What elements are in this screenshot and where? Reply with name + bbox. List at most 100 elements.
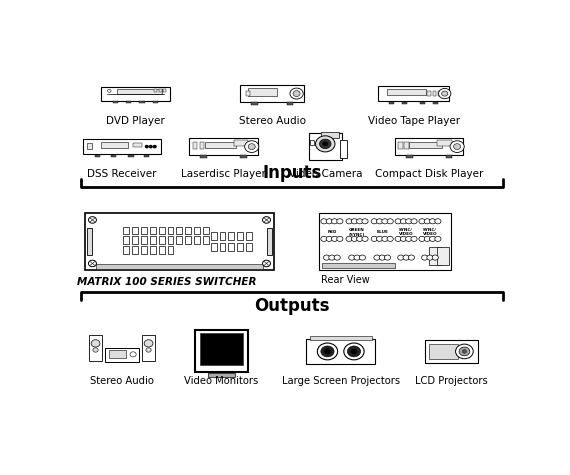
- Text: RED: RED: [327, 230, 336, 234]
- Bar: [113, 101, 118, 103]
- Bar: [150, 227, 156, 234]
- Bar: [203, 227, 209, 234]
- Circle shape: [91, 340, 100, 347]
- Bar: [96, 264, 263, 268]
- Circle shape: [153, 145, 156, 148]
- Bar: [205, 142, 235, 148]
- Bar: [101, 142, 128, 148]
- Bar: [211, 243, 217, 251]
- Circle shape: [422, 255, 428, 260]
- Circle shape: [357, 236, 363, 241]
- Bar: [87, 142, 92, 149]
- Bar: [132, 236, 138, 244]
- Circle shape: [435, 218, 441, 224]
- Bar: [409, 142, 442, 148]
- Bar: [229, 243, 234, 251]
- Circle shape: [145, 145, 148, 148]
- Bar: [267, 228, 272, 256]
- Circle shape: [371, 236, 377, 241]
- Bar: [141, 236, 147, 244]
- Bar: [404, 142, 409, 150]
- Circle shape: [263, 217, 271, 223]
- Bar: [194, 236, 200, 244]
- Bar: [158, 89, 162, 92]
- Bar: [406, 155, 413, 158]
- Text: Laserdisc Player: Laserdisc Player: [181, 169, 266, 179]
- Circle shape: [337, 236, 343, 241]
- Circle shape: [93, 348, 98, 352]
- Circle shape: [377, 218, 382, 224]
- Bar: [420, 102, 425, 104]
- Circle shape: [334, 255, 340, 260]
- Text: Rear View: Rear View: [321, 275, 369, 285]
- Bar: [208, 373, 235, 377]
- Bar: [340, 141, 347, 158]
- Bar: [437, 247, 449, 265]
- Bar: [322, 263, 395, 268]
- Circle shape: [88, 217, 96, 223]
- Text: DSS Receiver: DSS Receiver: [87, 169, 157, 179]
- Circle shape: [88, 260, 96, 267]
- Bar: [428, 91, 431, 96]
- Bar: [159, 246, 165, 254]
- Text: BLUE: BLUE: [376, 230, 388, 234]
- Bar: [309, 133, 342, 161]
- Bar: [153, 101, 158, 103]
- Circle shape: [351, 349, 357, 354]
- Circle shape: [130, 352, 136, 357]
- Bar: [246, 243, 252, 251]
- Bar: [395, 138, 463, 155]
- Text: Large Screen Projectors: Large Screen Projectors: [282, 376, 400, 386]
- Circle shape: [387, 218, 393, 224]
- Bar: [446, 155, 452, 158]
- Circle shape: [419, 218, 425, 224]
- Circle shape: [459, 347, 470, 356]
- Bar: [168, 246, 173, 254]
- Circle shape: [321, 218, 327, 224]
- Circle shape: [316, 136, 335, 152]
- Circle shape: [359, 255, 365, 260]
- Bar: [154, 89, 157, 92]
- Circle shape: [438, 88, 451, 99]
- Bar: [83, 139, 161, 154]
- Text: Video Tape Player: Video Tape Player: [368, 115, 459, 125]
- Circle shape: [362, 218, 368, 224]
- Text: DVD Player: DVD Player: [106, 115, 165, 125]
- Bar: [319, 213, 451, 270]
- Bar: [402, 102, 408, 104]
- Text: Compact Disk Player: Compact Disk Player: [375, 169, 483, 179]
- Bar: [132, 246, 138, 254]
- Bar: [163, 89, 166, 92]
- Circle shape: [424, 236, 430, 241]
- Bar: [438, 91, 442, 96]
- Circle shape: [462, 350, 467, 353]
- Bar: [185, 227, 191, 234]
- Circle shape: [331, 236, 337, 241]
- Bar: [429, 247, 441, 265]
- Circle shape: [430, 236, 435, 241]
- Bar: [141, 246, 147, 254]
- Bar: [189, 138, 258, 155]
- Bar: [248, 88, 277, 95]
- Bar: [378, 86, 449, 101]
- Bar: [144, 155, 149, 157]
- Bar: [425, 340, 478, 363]
- Bar: [307, 339, 375, 364]
- Bar: [185, 236, 191, 244]
- Circle shape: [326, 218, 332, 224]
- Circle shape: [382, 236, 388, 241]
- Circle shape: [323, 142, 328, 146]
- Circle shape: [398, 255, 404, 260]
- Bar: [310, 140, 315, 145]
- Circle shape: [406, 236, 412, 241]
- Bar: [126, 101, 131, 103]
- Bar: [310, 336, 372, 340]
- Bar: [95, 155, 100, 157]
- Circle shape: [317, 343, 337, 360]
- Circle shape: [331, 218, 337, 224]
- Bar: [321, 132, 339, 138]
- Bar: [168, 236, 173, 244]
- Bar: [105, 348, 139, 362]
- Bar: [237, 243, 243, 251]
- Bar: [287, 102, 293, 104]
